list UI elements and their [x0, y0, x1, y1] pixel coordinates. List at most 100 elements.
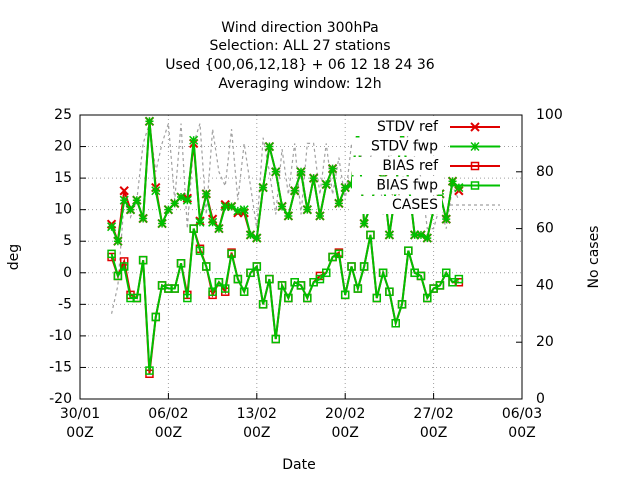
data-point	[303, 293, 312, 303]
data-point	[296, 281, 306, 290]
legend-marker	[470, 141, 480, 152]
data-point	[227, 249, 236, 259]
data-point	[384, 230, 394, 240]
data-point	[145, 366, 154, 375]
y2-tick-label: 0	[536, 391, 545, 407]
data-point	[346, 179, 357, 189]
data-point	[422, 233, 432, 243]
data-point	[132, 195, 142, 205]
legend-background	[352, 137, 442, 156]
y-axis-label: deg	[6, 244, 22, 270]
data-point	[448, 176, 458, 186]
data-point	[309, 173, 319, 183]
data-point	[227, 201, 237, 212]
legend-label: STDV fwp	[371, 139, 438, 155]
data-point	[183, 293, 192, 303]
y-tick-label: 25	[54, 107, 72, 123]
data-point	[378, 268, 388, 278]
data-point	[170, 284, 179, 293]
legend-marker	[470, 181, 480, 190]
legend-label: CASES	[392, 197, 438, 213]
y2-tick-label: 40	[536, 277, 554, 293]
y2-tick-label: 60	[536, 221, 554, 237]
data-point	[271, 334, 280, 344]
data-point	[220, 284, 230, 293]
data-point	[252, 233, 262, 243]
data-point	[138, 213, 148, 224]
y-tick-label: -10	[49, 328, 72, 344]
data-point	[321, 179, 331, 189]
data-point	[138, 255, 148, 265]
data-point	[258, 300, 268, 309]
data-point	[416, 271, 426, 281]
data-point	[435, 281, 445, 290]
legend-background	[352, 118, 442, 136]
data-point	[416, 230, 426, 240]
data-point	[258, 183, 268, 193]
data-point	[296, 167, 306, 177]
data-point	[239, 205, 249, 215]
chart-subtitle: Selection: ALL 27 stations	[209, 38, 390, 54]
data-point	[144, 116, 154, 126]
data-point	[353, 284, 363, 293]
data-point	[208, 217, 218, 227]
y-tick-label: -15	[49, 359, 72, 375]
x-tick-label: 27/02 00Z	[413, 406, 453, 441]
y-tick-label: 20	[54, 139, 72, 155]
data-point	[214, 224, 224, 234]
data-point	[195, 217, 205, 227]
data-point	[176, 192, 186, 202]
data-point	[334, 198, 344, 208]
y-tick-label: -20	[49, 391, 72, 407]
legend-marker	[470, 122, 480, 132]
legend-background	[352, 196, 442, 214]
data-point	[132, 293, 142, 303]
chart-subtitle: Averaging window: 12h	[218, 76, 381, 92]
data-point	[246, 268, 255, 278]
data-point	[271, 167, 281, 177]
data-point	[277, 281, 287, 290]
data-point	[125, 205, 136, 215]
data-point	[265, 274, 274, 284]
data-point	[328, 164, 338, 174]
data-point	[391, 319, 400, 328]
data-point	[189, 224, 198, 233]
y-tick-label: -5	[58, 296, 72, 312]
y2-tick-label: 100	[536, 107, 563, 123]
data-point	[315, 274, 325, 284]
data-point	[245, 230, 256, 240]
y2-tick-label: 80	[536, 164, 554, 180]
data-point	[233, 274, 243, 284]
x-tick-label: 20/02 00Z	[325, 406, 365, 441]
data-point	[214, 277, 224, 287]
data-point	[359, 262, 369, 271]
data-point	[113, 271, 123, 281]
y2-axis-label: No cases	[586, 226, 602, 289]
data-point	[322, 268, 331, 278]
chart-title: Wind direction 300hPa	[221, 20, 378, 36]
x-tick-label: 06/02 00Z	[148, 406, 188, 441]
data-point	[290, 186, 300, 196]
legend-background	[352, 157, 442, 175]
data-point	[182, 195, 192, 205]
data-point	[315, 211, 325, 221]
data-point	[277, 201, 287, 212]
data-point	[189, 135, 199, 145]
y-tick-label: 5	[63, 233, 72, 249]
data-point	[454, 183, 464, 193]
legend-label: STDV ref	[377, 119, 439, 135]
data-point	[334, 249, 344, 259]
data-point	[163, 205, 173, 215]
chart-subtitle: Used {00,06,12,18} + 06 12 18 24 36	[165, 57, 435, 73]
data-point	[252, 262, 262, 271]
x-tick-label: 06/03 00Z	[502, 406, 542, 441]
data-point	[372, 293, 382, 303]
y-tick-label: 15	[54, 170, 72, 186]
data-point	[340, 183, 350, 193]
x-tick-label: 13/02 00Z	[237, 406, 277, 441]
data-point	[157, 219, 167, 229]
y-tick-label: 10	[54, 202, 72, 218]
